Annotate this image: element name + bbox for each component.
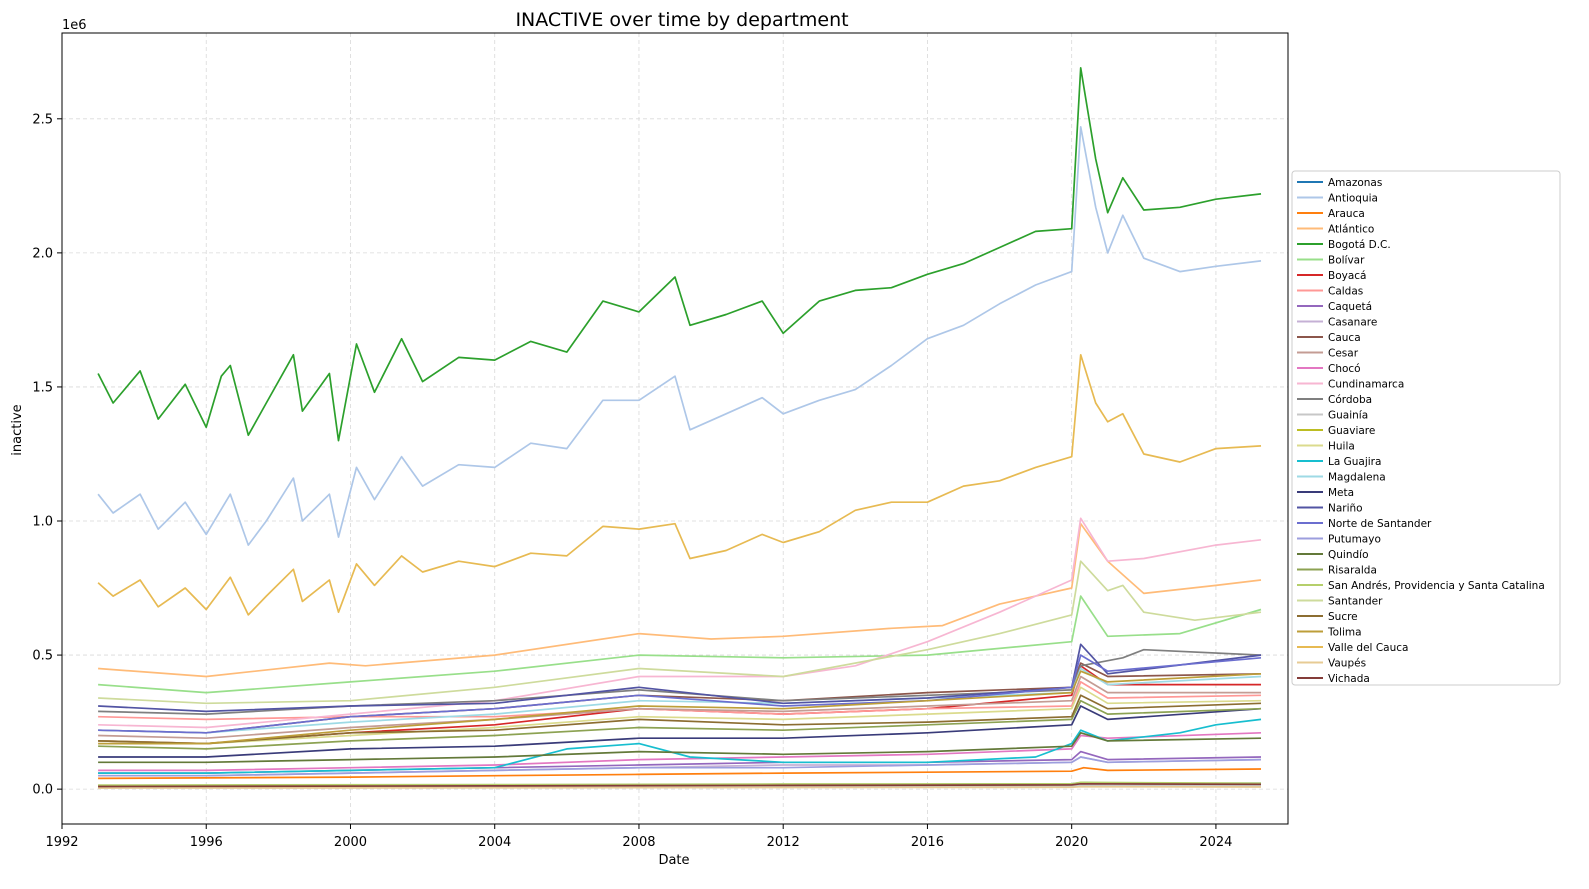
legend-label: Tolima <box>1327 626 1362 638</box>
legend-label: La Guajira <box>1328 456 1381 468</box>
legend-label: Casanare <box>1328 316 1377 328</box>
y-tick-label: 2.0 <box>32 246 53 261</box>
series-line <box>98 595 1262 694</box>
legend-label: Amazonas <box>1328 177 1382 189</box>
legend-label: San Andrés, Providencia y Santa Catalina <box>1328 580 1545 592</box>
legend-label: Huila <box>1328 440 1355 452</box>
legend-label: Boyacá <box>1328 270 1366 282</box>
legend-label: Caldas <box>1328 285 1363 297</box>
series-line <box>98 643 1262 713</box>
legend-label: Magdalena <box>1328 471 1386 483</box>
series-line <box>97 67 1262 442</box>
series-line <box>98 699 1262 750</box>
series-line <box>98 756 1262 777</box>
legend-label: Atlántico <box>1328 223 1374 235</box>
legend-label: Meta <box>1328 487 1354 499</box>
y-axis-ticks: 0.0 0.5 1.0 1.5 2.0 2.5 <box>32 112 62 798</box>
series-line <box>98 781 1262 786</box>
chart-title: INACTIVE over time by department <box>515 9 848 31</box>
legend-label: Caquetá <box>1328 301 1372 313</box>
y-multiplier-label: 1e6 <box>62 18 87 33</box>
series-line <box>98 517 1262 729</box>
series-line <box>98 675 1261 740</box>
series-line <box>98 654 1262 734</box>
series-line <box>98 731 1262 764</box>
x-tick-label: 1992 <box>45 835 78 850</box>
y-axis-title: inactive <box>10 404 25 455</box>
legend-label: Putumayo <box>1328 533 1381 545</box>
series-line <box>98 560 1262 705</box>
series-line <box>97 353 1262 616</box>
legend-label: Quindío <box>1328 549 1369 561</box>
y-tick-label: 0.0 <box>32 783 53 798</box>
legend-label: Guaviare <box>1328 425 1375 437</box>
series-line <box>98 686 1262 745</box>
y-tick-label: 1.5 <box>32 380 53 395</box>
legend-label: Vaupés <box>1328 657 1366 669</box>
series-line <box>98 731 1262 772</box>
legend-label: Cundinamarca <box>1328 378 1404 390</box>
series-line <box>97 125 1262 546</box>
x-tick-label: 2024 <box>1199 835 1232 850</box>
legend-label: Chocó <box>1328 363 1361 375</box>
x-tick-label: 2016 <box>911 835 944 850</box>
y-tick-label: 0.5 <box>32 649 53 664</box>
legend-label: Bolívar <box>1328 254 1365 266</box>
legend-label: Antioquia <box>1328 192 1378 204</box>
x-axis-ticks: 1992 1996 2000 2004 2008 2012 2016 2020 2024 <box>45 824 1232 850</box>
x-tick-label: 2004 <box>478 835 511 850</box>
legend-label: Cesar <box>1328 347 1359 359</box>
x-tick-label: 2008 <box>622 835 655 850</box>
legend-label: Nariño <box>1328 502 1363 514</box>
legend-label: Arauca <box>1328 208 1365 220</box>
legend-frame <box>1291 170 1561 686</box>
series-line <box>98 670 1262 745</box>
series-lines <box>97 67 1262 789</box>
legend-label: Cauca <box>1328 332 1361 344</box>
series-line <box>98 694 1262 745</box>
y-tick-label: 1.0 <box>32 515 53 530</box>
series-line <box>98 782 1262 788</box>
series-line <box>98 522 1262 678</box>
y-tick-label: 2.5 <box>32 112 53 127</box>
x-tick-label: 2012 <box>767 835 800 850</box>
legend-label: Valle del Cauca <box>1328 642 1408 654</box>
series-line <box>98 756 1262 777</box>
x-tick-label: 1996 <box>190 835 223 850</box>
series-line <box>98 785 1262 789</box>
legend-label: Norte de Santander <box>1328 518 1432 530</box>
legend-label: Vichada <box>1328 673 1370 685</box>
series-line <box>98 681 1262 721</box>
legend-label: Santander <box>1328 595 1383 607</box>
legend-label: Sucre <box>1328 611 1358 623</box>
legend: Amazonas Antioquia Arauca Atlántico Bogotá D… <box>1291 170 1561 686</box>
legend-label: Bogotá D.C. <box>1328 239 1391 251</box>
series-line <box>98 766 1262 780</box>
series-line <box>98 667 1262 734</box>
series-line <box>98 718 1262 774</box>
legend-label: Risaralda <box>1328 564 1377 576</box>
series-line <box>98 705 1262 758</box>
legend-label: Córdoba <box>1328 394 1372 406</box>
x-tick-label: 2020 <box>1055 835 1088 850</box>
x-axis-title: Date <box>658 853 689 868</box>
x-tick-label: 2000 <box>334 835 367 850</box>
legend-label: Guainía <box>1328 409 1368 421</box>
plot-area-frame <box>61 32 1289 825</box>
